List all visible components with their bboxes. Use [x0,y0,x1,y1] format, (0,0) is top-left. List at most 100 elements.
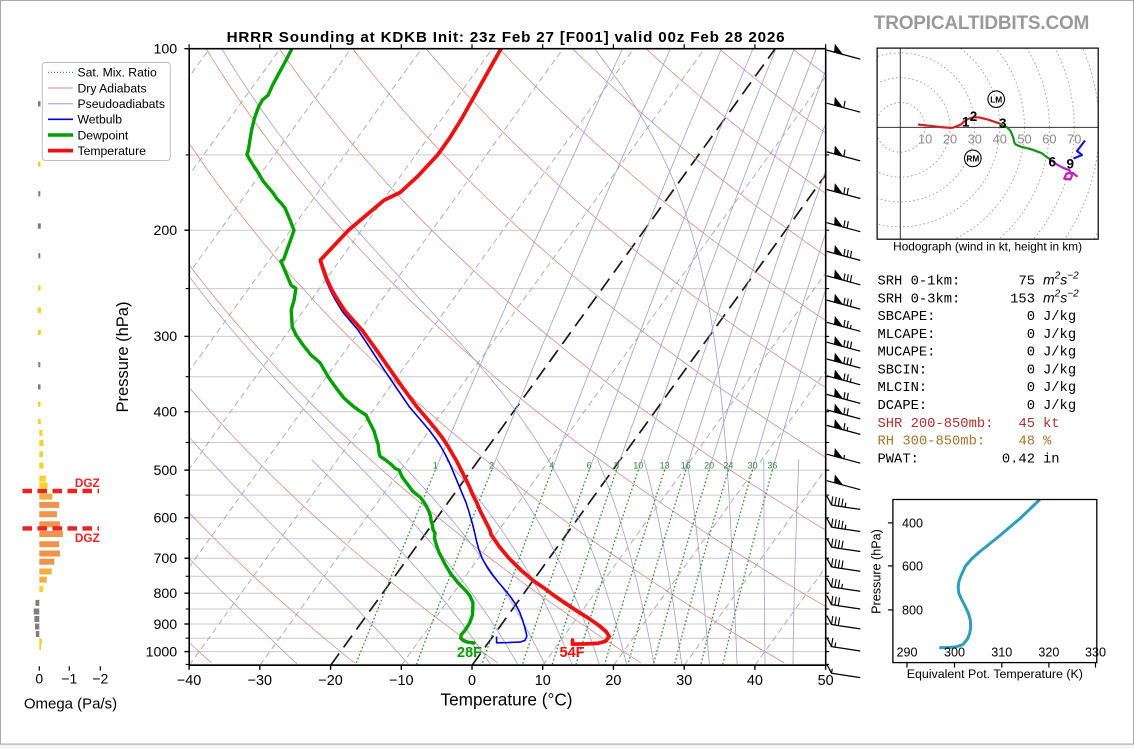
svg-text:0: 0 [1027,364,1035,379]
svg-text:0: 0 [468,673,476,689]
svg-text:−10: −10 [389,673,413,689]
svg-text:6: 6 [1049,155,1057,170]
svg-text:600: 600 [154,511,178,527]
svg-text:J/kg: J/kg [1043,327,1076,343]
svg-text:153: 153 [1010,292,1035,307]
svg-text:300: 300 [944,645,965,659]
svg-text:1: 1 [433,461,438,471]
svg-text:700: 700 [154,551,178,567]
svg-text:J/kg: J/kg [1043,345,1076,361]
svg-text:Pressure (hPa): Pressure (hPa) [114,302,132,413]
svg-text:24: 24 [723,461,733,471]
svg-text:J/kg: J/kg [1043,363,1076,379]
svg-text:J/kg: J/kg [1043,309,1076,325]
svg-text:Temperature: Temperature [78,144,147,158]
svg-text:800: 800 [902,604,923,618]
svg-text:4: 4 [549,461,554,471]
svg-text:SBCIN:: SBCIN: [878,364,928,379]
svg-text:800: 800 [154,586,178,602]
svg-text:Pseudoadiabats: Pseudoadiabats [78,97,165,111]
svg-text:LM: LM [990,94,1002,104]
svg-text:3: 3 [999,116,1007,131]
svg-text:Dry Adiabats: Dry Adiabats [78,81,147,95]
svg-text:0: 0 [1027,381,1035,396]
svg-text:6: 6 [587,461,592,471]
svg-text:10: 10 [918,132,932,147]
svg-text:900: 900 [154,617,178,633]
svg-text:Hodograph (wind in kt, height: Hodograph (wind in kt, height in km) [893,239,1082,253]
svg-text:Pressure (hPa): Pressure (hPa) [870,529,884,614]
svg-text:310: 310 [991,645,1012,659]
svg-text:2: 2 [970,109,978,124]
svg-text:J/kg: J/kg [1043,398,1076,414]
svg-text:1: 1 [962,114,970,129]
svg-text:400: 400 [902,517,923,531]
svg-text:400: 400 [154,405,178,421]
svg-text:45: 45 [1018,417,1035,432]
svg-text:2: 2 [489,461,494,471]
svg-text:MUCAPE:: MUCAPE: [878,346,936,361]
svg-text:8: 8 [614,461,619,471]
svg-text:500: 500 [154,463,178,479]
svg-text:54F: 54F [560,645,585,661]
svg-text:DGZ: DGZ [75,531,100,545]
svg-text:60: 60 [1042,132,1056,147]
svg-text:36: 36 [767,461,777,471]
svg-text:70: 70 [1067,132,1081,147]
svg-text:−2: −2 [92,671,108,687]
svg-text:Dewpoint: Dewpoint [78,128,129,142]
svg-text:MLCAPE:: MLCAPE: [878,328,936,343]
svg-text:TROPICALTIDBITS.COM: TROPICALTIDBITS.COM [874,13,1089,34]
svg-text:0: 0 [1027,328,1035,343]
svg-text:HRRR Sounding at KDKB Init: 23: HRRR Sounding at KDKB Init: 23z Feb 27 [… [227,29,786,46]
svg-text:50: 50 [818,673,834,689]
svg-text:1000: 1000 [146,644,178,660]
svg-text:100: 100 [154,42,178,58]
svg-text:50: 50 [1017,132,1031,147]
svg-text:13: 13 [660,461,670,471]
svg-text:Sat. Mix. Ratio: Sat. Mix. Ratio [78,66,157,80]
svg-text:20: 20 [704,461,714,471]
svg-text:0: 0 [1027,346,1035,361]
svg-text:320: 320 [1038,645,1059,659]
svg-text:%: % [1043,435,1052,450]
svg-text:−1: −1 [61,671,77,687]
svg-text:SBCAPE:: SBCAPE: [878,310,936,325]
svg-text:Temperature (°C): Temperature (°C) [441,690,573,710]
svg-text:9: 9 [1066,157,1074,172]
svg-text:30: 30 [747,461,757,471]
svg-text:in: in [1043,451,1060,467]
svg-text:20: 20 [605,673,621,689]
svg-text:200: 200 [154,223,178,239]
svg-text:40: 40 [993,132,1007,147]
svg-text:30: 30 [968,132,982,147]
svg-text:300: 300 [154,329,178,345]
svg-text:600: 600 [902,560,923,574]
svg-text:0: 0 [35,671,43,687]
svg-text:Omega (Pa/s): Omega (Pa/s) [24,696,117,713]
svg-text:PWAT:: PWAT: [878,452,919,467]
svg-text:Equivalent Pot. Temperature (K: Equivalent Pot. Temperature (K) [907,667,1083,681]
svg-text:DGZ: DGZ [75,476,100,490]
svg-text:330: 330 [1085,645,1106,659]
svg-text:−20: −20 [318,673,342,689]
svg-text:75: 75 [1018,275,1035,290]
svg-text:40: 40 [747,673,763,689]
svg-text:Wetbulb: Wetbulb [78,113,123,127]
svg-text:290: 290 [896,645,917,659]
svg-text:−40: −40 [177,673,201,689]
svg-text:SHR 200-850mb:: SHR 200-850mb: [878,416,994,432]
svg-text:kt: kt [1043,416,1060,432]
svg-text:MLCIN:: MLCIN: [878,381,928,396]
svg-text:SRH 0-3km:: SRH 0-3km: [878,291,961,307]
svg-text:16: 16 [681,461,691,471]
svg-text:DCAPE:: DCAPE: [878,399,928,414]
svg-text:−30: −30 [248,673,272,689]
svg-text:30: 30 [676,673,692,689]
svg-text:J/kg: J/kg [1043,380,1076,396]
svg-text:20: 20 [943,132,957,147]
svg-text:SRH 0-1km:: SRH 0-1km: [878,274,961,290]
svg-text:RM: RM [966,154,979,164]
svg-text:0: 0 [1027,310,1035,325]
svg-text:0: 0 [1027,399,1035,414]
